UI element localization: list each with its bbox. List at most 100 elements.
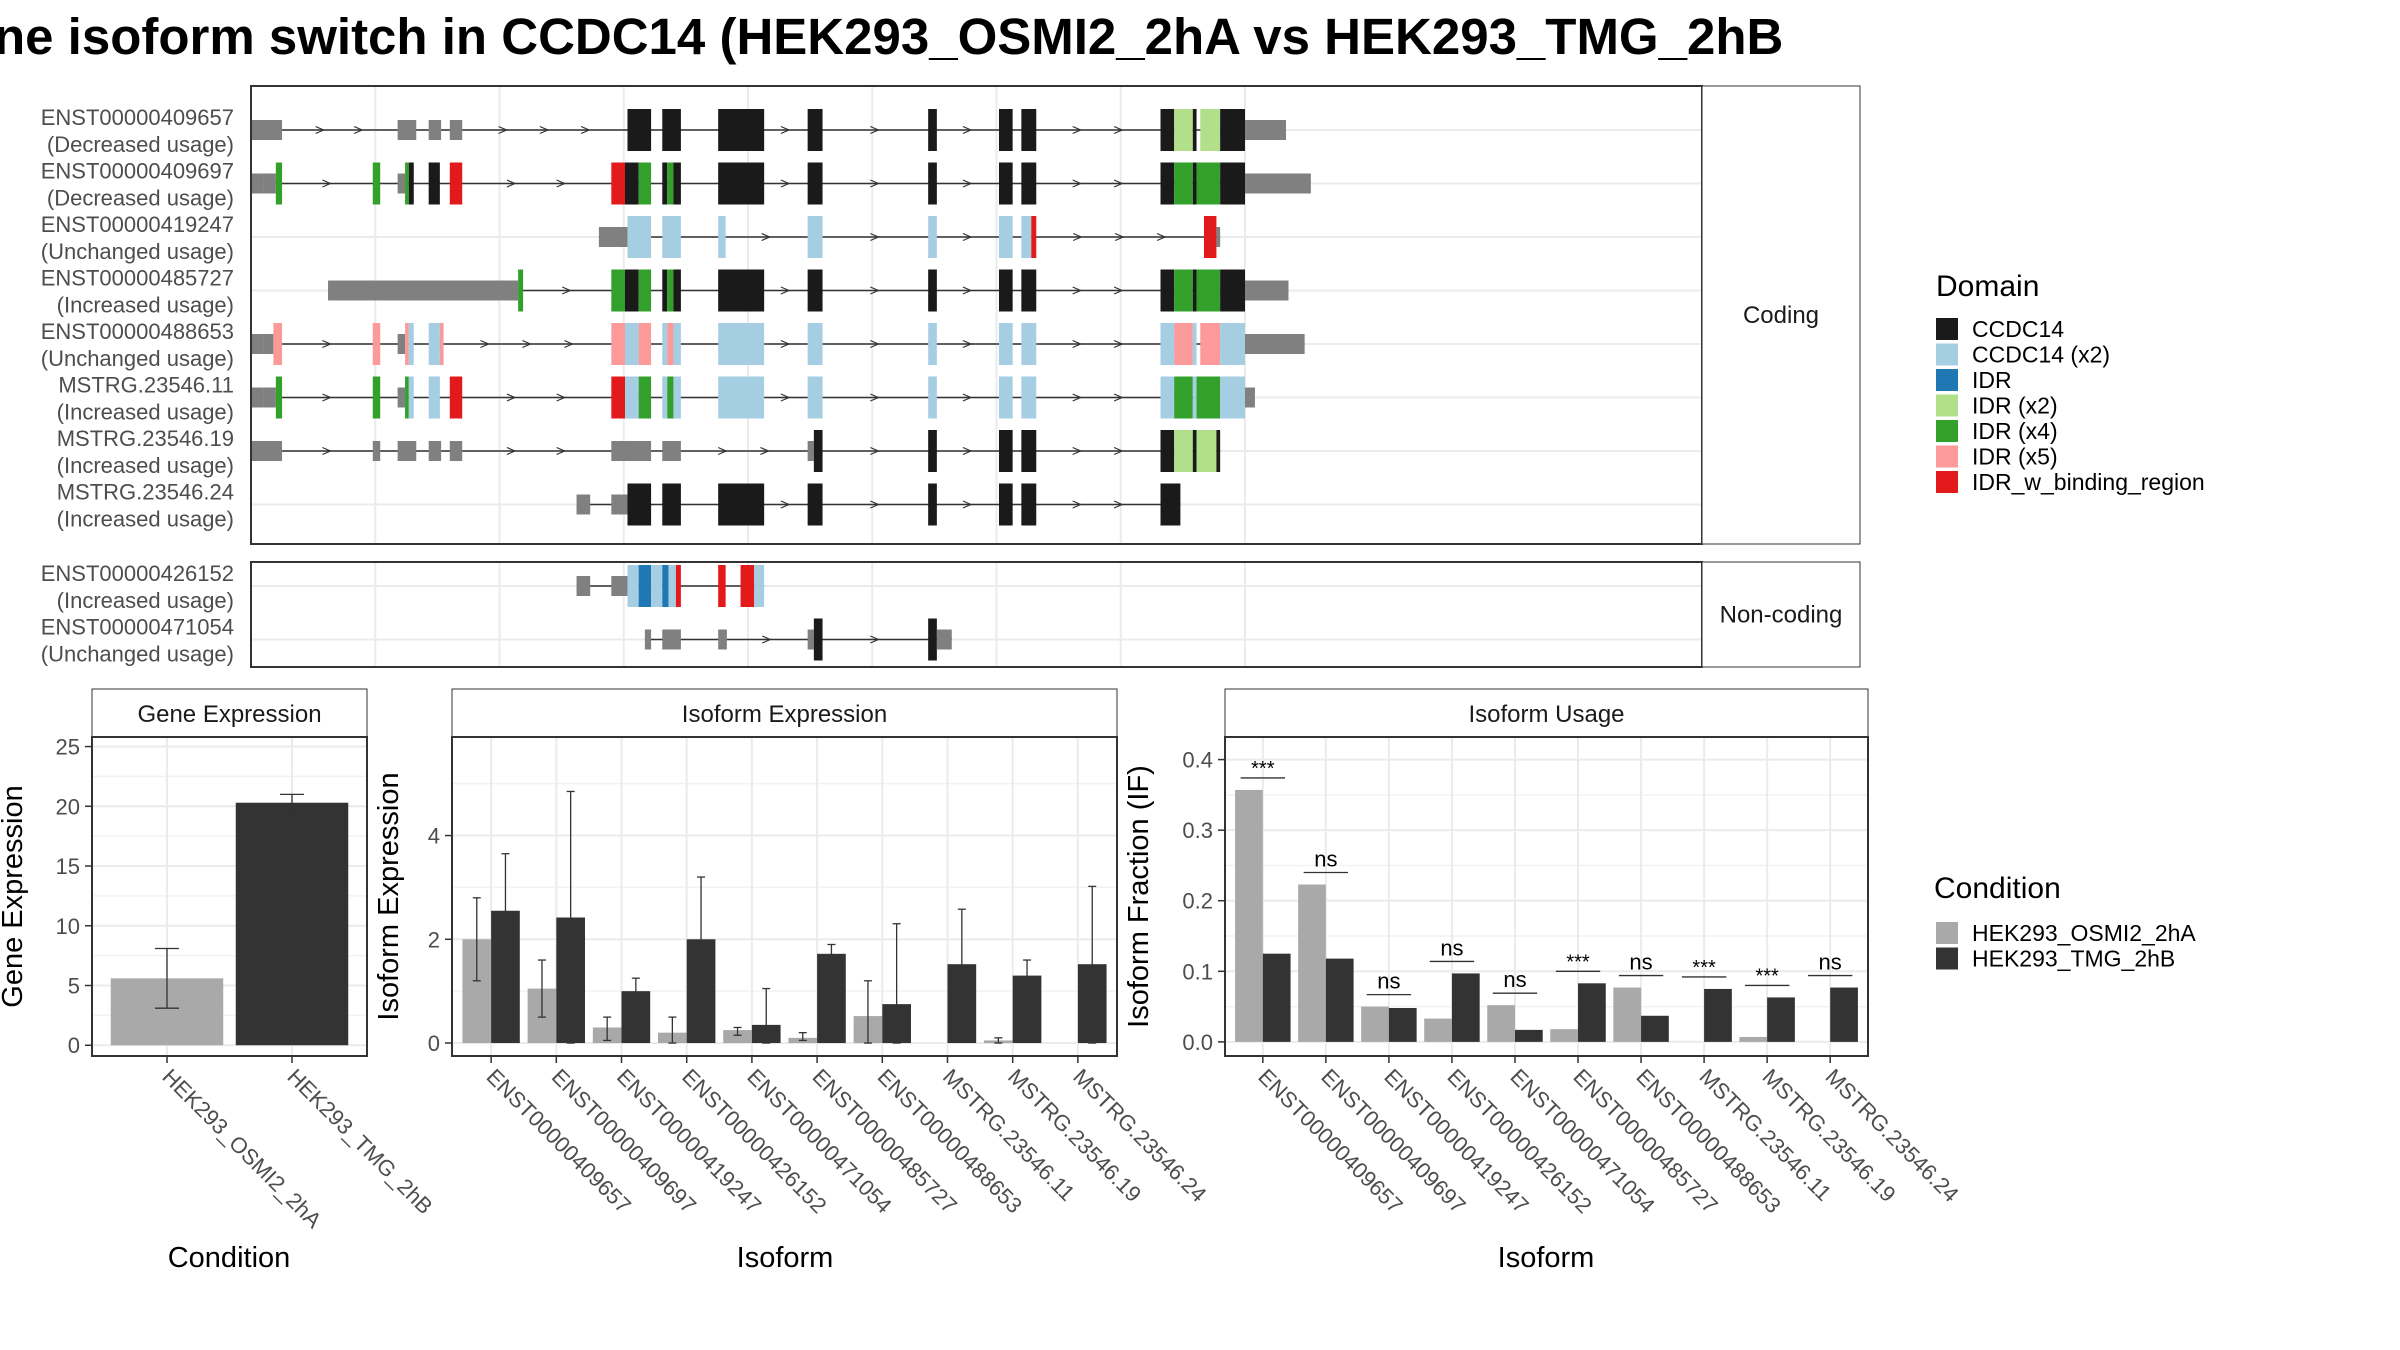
isoform-label-id: MSTRG.23546.19 <box>57 426 234 451</box>
exon-domain-idr-x5 <box>372 323 381 365</box>
exon-domain-ccdc14 <box>928 109 937 151</box>
exon-domain-idr-x4 <box>372 376 381 419</box>
direction-arrow <box>1072 339 1083 349</box>
bar-hek293-osmi2-2ha <box>1298 884 1326 1042</box>
exon-domain-ccdc14-x2 <box>718 216 726 258</box>
isoform-label-usage: (Unchanged usage) <box>41 346 234 371</box>
utr-segment <box>263 173 276 194</box>
exon-domain-ccdc14-x2 <box>928 376 937 419</box>
exon-domain-idr-x4 <box>372 162 381 205</box>
exon-domain-ccdc14 <box>998 430 1013 472</box>
utr-segment <box>1245 387 1255 408</box>
exon-domain-ccdc14 <box>1160 162 1175 205</box>
isoform-track-enst00000409697 <box>251 162 1311 205</box>
direction-arrow <box>315 125 326 135</box>
utr-segment <box>1245 173 1311 194</box>
isoform-label-id: ENST00000419247 <box>41 212 234 237</box>
isoform-track-enst00000485727 <box>328 269 1289 312</box>
chart-isoform-usage: Isoform Usage 0.0 0.1 0.2 0.3 0.4 *** ns ns ns ns *… <box>1123 688 1964 1274</box>
chart-isoform-expression: Isoform Expression024ENST00000409657ENST… <box>373 688 1211 1274</box>
utr-segment <box>611 576 628 596</box>
exon-domain-ccdc14-x2 <box>1021 216 1032 258</box>
utr-segment <box>397 441 417 461</box>
exon-domain-ccdc14 <box>1160 109 1175 151</box>
direction-arrow <box>506 179 517 188</box>
exon-domain-idr-x5 <box>439 323 444 365</box>
utr-segment <box>598 227 628 247</box>
exon-domain-ccdc14 <box>1021 483 1037 526</box>
exon-domain-idr-x4 <box>667 269 674 312</box>
exon-domain-ccdc14 <box>1220 162 1245 205</box>
exon-domain-idr-x4 <box>638 162 652 205</box>
direction-arrow <box>556 446 567 456</box>
direction-arrow <box>480 339 491 349</box>
isoform-label-id: ENST00000488653 <box>41 319 234 344</box>
exon-domain-ccdc14 <box>998 162 1013 205</box>
direction-arrow <box>780 125 791 135</box>
utr-segment <box>397 173 406 194</box>
direction-arrow <box>1113 125 1124 135</box>
exon-domain-idr-x5 <box>1200 323 1221 365</box>
isoform-label-usage: (Increased usage) <box>57 453 234 478</box>
exon-domain-ccdc14-x2 <box>662 323 668 365</box>
exon-domain-ccdc14-x2 <box>673 323 681 365</box>
x-axis-title: Condition <box>168 1242 291 1274</box>
isoform-track-mstrg-23546-24 <box>576 483 1181 526</box>
exon-domain-idr-w-binding-region <box>449 376 463 419</box>
legend-label-idr-x2: IDR (x2) <box>1972 393 2058 419</box>
bar-hek293-tmg-2hb <box>1325 958 1354 1042</box>
legend-label-ccdc14: CCDC14 <box>1972 316 2064 342</box>
isoform-track-mstrg-23546-11 <box>251 376 1255 419</box>
y-tick-label: 5 <box>68 974 80 999</box>
exon-domain-ccdc14 <box>1021 430 1037 472</box>
exon-domain-ccdc14 <box>718 269 765 312</box>
chart-panel-border <box>451 736 1118 1057</box>
direction-arrow <box>1113 286 1124 295</box>
figure-title: ne isoform switch in CCDC14 (HEK293_OSMI… <box>0 8 1783 65</box>
isoform-label-id: ENST00000471054 <box>41 615 234 640</box>
utr-segment <box>428 441 442 461</box>
y-tick-label: 0 <box>68 1033 80 1058</box>
significance-label: ns <box>1314 847 1337 872</box>
direction-arrow <box>561 286 572 295</box>
utr-segment <box>576 494 591 515</box>
legend-label-idr: IDR <box>1972 367 2012 393</box>
condition-legend-title: Condition <box>1934 872 2061 905</box>
utr-segment <box>1216 227 1221 247</box>
utr-segment <box>1245 334 1305 354</box>
exon-domain-idr-w-binding-region <box>718 565 726 607</box>
exon-domain-ccdc14 <box>928 269 937 312</box>
chart-gene-expression: Gene Expression0510152025HEK293_OSMI2_2h… <box>0 688 438 1274</box>
exon-domain-idr-w-binding-region <box>740 565 755 607</box>
exon-domain-ccdc14 <box>1021 109 1037 151</box>
exon-domain-ccdc14 <box>1192 109 1197 151</box>
isoform-track-enst00000419247 <box>598 216 1221 258</box>
direction-arrow <box>1114 232 1125 242</box>
isoform-track-enst00000426152 <box>576 565 765 607</box>
exon-domain-ccdc14 <box>627 109 652 151</box>
exon-domain-ccdc14-x2 <box>807 376 823 419</box>
isoform-label-usage: (Decreased usage) <box>47 186 234 211</box>
exon-domain-ccdc14-x2 <box>1220 323 1245 365</box>
exon-domain-ccdc14 <box>662 483 681 526</box>
isoform-track-enst00000471054 <box>644 618 952 661</box>
y-tick-label: 10 <box>56 914 80 939</box>
bar-hek293-tmg-2hb <box>1641 1015 1669 1042</box>
legend-label-idr-w-binding-region: IDR_w_binding_region <box>1972 469 2205 495</box>
exon-domain-ccdc14-x2 <box>428 323 440 365</box>
utr-segment <box>576 576 591 596</box>
y-tick-label: 0.4 <box>1182 748 1213 773</box>
exon-domain-ccdc14 <box>408 162 414 205</box>
direction-arrow <box>498 125 509 135</box>
exon-domain-ccdc14 <box>428 162 440 205</box>
exon-domain-ccdc14-x2 <box>998 323 1013 365</box>
direction-arrow <box>780 286 791 295</box>
isoform-track-enst00000409657 <box>251 109 1287 151</box>
direction-arrow <box>506 446 517 456</box>
isoform-label-usage: (Increased usage) <box>57 293 234 318</box>
exon-domain-ccdc14-x2 <box>1220 376 1245 419</box>
bar-hek293-tmg-2hb <box>1830 987 1858 1042</box>
utr-segment <box>397 120 417 140</box>
exon-domain-idr-x2 <box>1196 430 1217 472</box>
direction-arrow <box>1113 500 1124 509</box>
